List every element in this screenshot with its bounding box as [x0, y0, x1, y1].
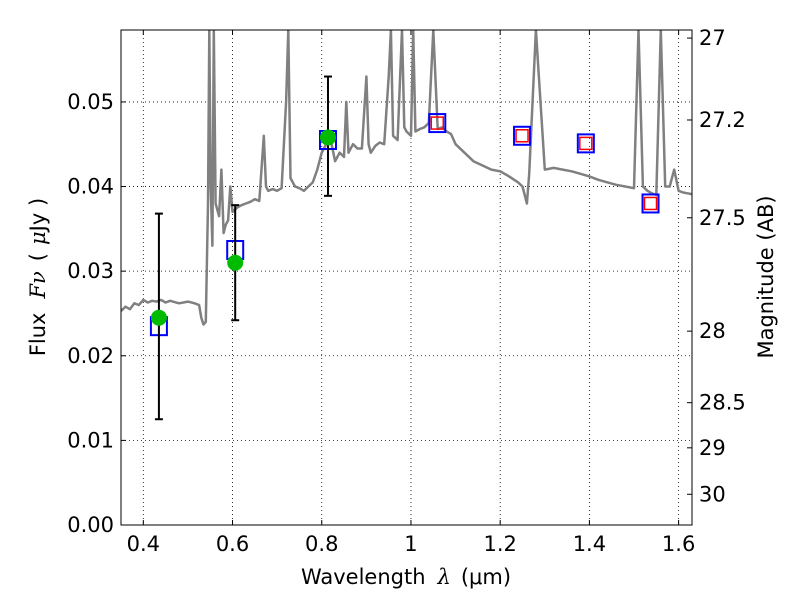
y-tick-label: 0.02	[67, 344, 114, 368]
observed-detection-marker	[319, 129, 336, 146]
plot-area	[121, 30, 692, 421]
observed-detection-marker	[150, 309, 167, 326]
x-axis-title: Wavelength λ (μm)	[301, 565, 511, 589]
y-axis-title-unit-math: μ	[26, 231, 50, 245]
y-axis-title-unit-open: (	[26, 253, 50, 261]
x-tick-label: 0.4	[127, 532, 160, 556]
y2-tick-label: 27.2	[699, 108, 746, 132]
template-spectrum-line	[121, 30, 692, 326]
observed-nir-marker	[430, 116, 445, 130]
x-axis-title-text: Wavelength	[301, 565, 426, 589]
x-tick-label: 0.8	[305, 532, 338, 556]
model-photometry-marker	[641, 193, 660, 214]
axes: 0.4 0.6 0.8 1 1.2 1.4 1.6 0.00 0.01 0.02 0.03 0.04 0…	[67, 26, 746, 556]
y2-tick-label: 27	[699, 26, 726, 50]
x-axis-title-math: λ	[437, 565, 451, 589]
x-tick-label: 1.6	[662, 532, 695, 556]
y2-tick-label: 29	[699, 436, 726, 460]
y-tick-label: 0.04	[67, 175, 114, 199]
observed-nir-marker	[579, 136, 593, 151]
observed-nir-marker	[515, 129, 529, 143]
model-photometry-marker	[576, 133, 595, 154]
model-photometry-marker	[428, 113, 447, 134]
x-tick-label: 0.6	[216, 532, 249, 556]
y2-tick-label: 28.5	[699, 391, 746, 415]
observed-detection-marker	[227, 254, 244, 271]
observed-nir-marker	[643, 196, 658, 211]
y2-tick-label: 27.5	[699, 206, 746, 230]
y-axis-title-unit: Jy )	[26, 198, 50, 234]
y-tick-label: 0.05	[67, 90, 114, 114]
y-tick-label: 0.03	[67, 259, 114, 283]
grid	[121, 30, 692, 526]
y-axis-title-math: Fν	[26, 271, 50, 300]
y2-tick-label: 30	[699, 482, 726, 506]
y-tick-label: 0.01	[67, 428, 114, 452]
x-tick-label: 1	[404, 532, 417, 556]
model-photometry-marker	[513, 125, 532, 146]
y-axis-title-text: Flux	[26, 313, 50, 357]
x-axis-title-unit: (μm)	[461, 565, 511, 589]
y-tick-label: 0.00	[67, 513, 114, 537]
x-tick-label: 1.4	[573, 532, 606, 556]
x-tick-label: 1.2	[483, 532, 516, 556]
plot-frame	[120, 29, 693, 526]
y-axis-title: Flux Fν ( μJy )	[26, 198, 50, 356]
y2-axis-title: Magnitude (AB)	[754, 195, 778, 358]
y2-tick-label: 28	[699, 319, 726, 343]
